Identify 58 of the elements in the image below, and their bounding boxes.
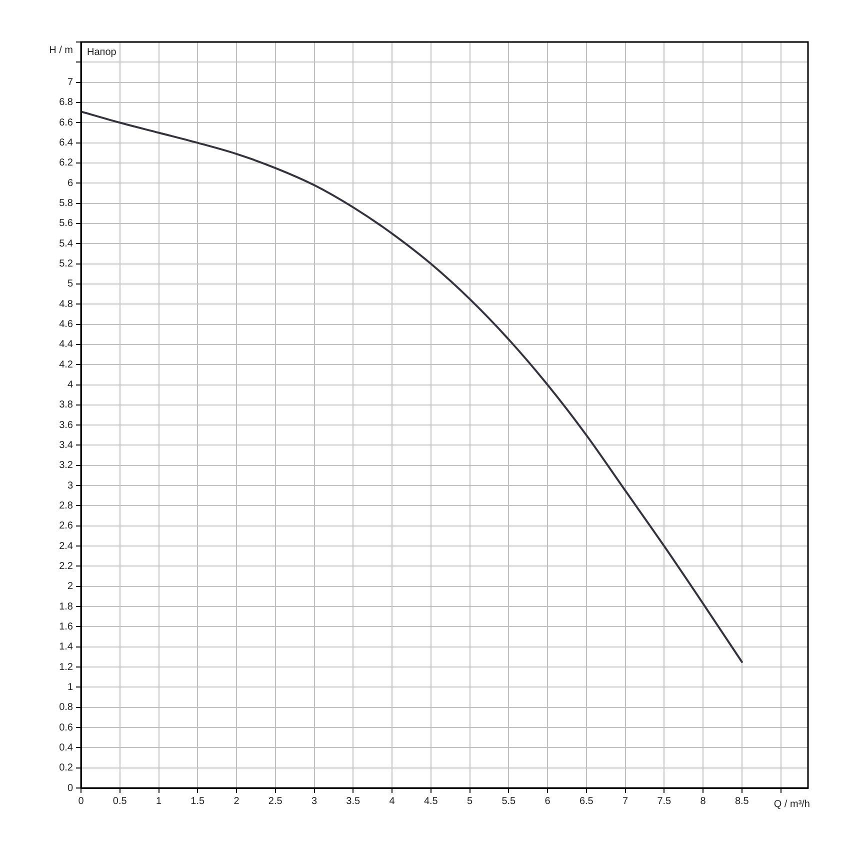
y-tick-label: 1.4 <box>59 642 74 653</box>
y-tick-label: 3.8 <box>59 400 74 411</box>
x-tick-label: 1 <box>156 796 162 807</box>
y-tick-label: 1.8 <box>59 601 74 612</box>
x-tick-label: 7.5 <box>657 796 672 807</box>
y-tick-label: 4.6 <box>59 319 74 330</box>
x-tick-label: 8.5 <box>734 796 750 807</box>
y-tick-label: 4.8 <box>59 298 74 310</box>
x-tick-label: 2 <box>234 796 240 807</box>
y-tick-label: 6.6 <box>59 117 74 128</box>
y-tick-label: 6 <box>67 178 74 189</box>
y-tick-label: 5.8 <box>59 198 74 210</box>
x-tick-label: 6 <box>544 796 551 807</box>
x-tick-label: 4.5 <box>424 796 438 807</box>
annotation: Напор <box>87 46 117 58</box>
y-tick-label: 4.4 <box>59 339 74 350</box>
y-tick-label: 7 <box>67 77 74 88</box>
y-tick-label: 5.2 <box>59 258 74 270</box>
y-tick-label: 1 <box>67 682 74 693</box>
y-tick-label: 3.6 <box>59 420 74 431</box>
y-tick-label: 0.6 <box>59 722 74 734</box>
y-tick-label: 2.8 <box>59 500 74 512</box>
y-tick-label: 0.4 <box>59 742 74 754</box>
y-tick-label: 5.6 <box>59 218 74 230</box>
y-tick-label: 6.8 <box>59 97 74 108</box>
y-tick-label: 2.4 <box>59 540 74 552</box>
y-tick-label: 5 <box>67 278 74 290</box>
y-tick-label: 2 <box>67 581 74 592</box>
y-tick-label: 5.4 <box>59 238 74 250</box>
y-tick-label: 1.2 <box>59 662 74 673</box>
y-tick-label: 4.2 <box>59 359 74 370</box>
y-tick-label: 2.2 <box>59 560 74 572</box>
x-tick-label: 2.5 <box>268 796 283 807</box>
y-tick-label: 3.4 <box>59 440 74 451</box>
y-tick-label: 0 <box>67 782 74 794</box>
y-tick-label: 2.6 <box>59 520 74 532</box>
y-tick-label: 4 <box>67 380 74 391</box>
x-tick-label: 7 <box>622 796 628 807</box>
line-series <box>81 110 743 663</box>
y-axis-title: H / m <box>49 44 73 56</box>
x-tick-label: 5.5 <box>502 796 516 807</box>
x-tick-label: 5 <box>466 796 473 807</box>
x-tick-label: 3.5 <box>346 796 361 807</box>
y-tick-label: 0.2 <box>59 762 74 774</box>
y-tick-label: 1.6 <box>59 621 74 632</box>
x-tick-label: 0.5 <box>112 796 128 807</box>
x-tick-label: 4 <box>389 796 396 807</box>
y-tick-label: 3.2 <box>59 460 74 472</box>
x-tick-label: 0 <box>78 796 84 807</box>
y-tick-label: 0.8 <box>59 702 74 714</box>
x-axis-title: Q / m³/h <box>774 798 810 810</box>
y-tick-label: 3 <box>67 480 74 492</box>
x-tick-label: 3 <box>311 796 318 807</box>
y-tick-label: 6.2 <box>59 158 74 169</box>
x-tick-label: 1.5 <box>190 796 206 807</box>
x-tick-label: 6.5 <box>579 796 594 807</box>
y-tick-label: 6.4 <box>59 138 74 149</box>
x-tick-label: 8 <box>700 796 706 807</box>
